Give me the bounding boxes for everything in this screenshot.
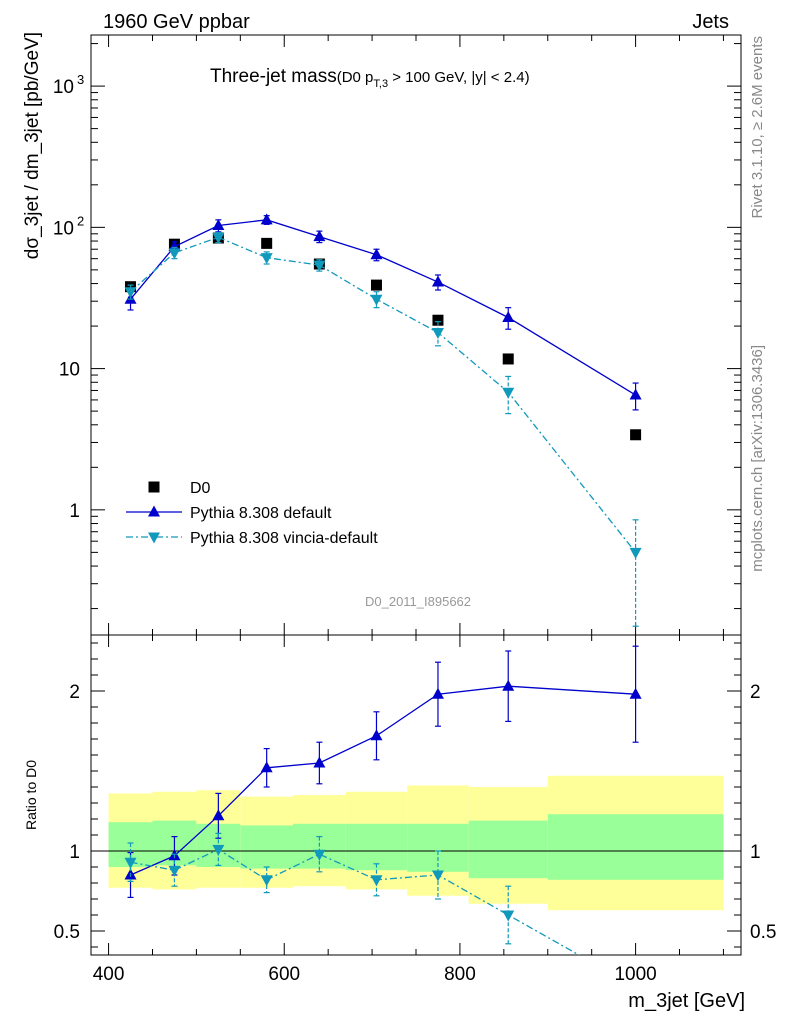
- ratio-series-1: [124, 832, 581, 955]
- title-subscript: T,3: [373, 78, 388, 90]
- stat-uncertainty-band-7: [468, 820, 548, 879]
- main-y-tick-label: 10: [53, 77, 74, 98]
- main-plot-frame: [90, 34, 742, 636]
- ratio-data-point: [502, 910, 515, 922]
- legend-entry-1: Pythia 8.308 default: [126, 505, 332, 522]
- x-tick-label: 400: [93, 964, 125, 985]
- ratio-data-point: [431, 687, 444, 699]
- main-y-tick-exponent: 2: [77, 213, 84, 228]
- legend-marker: [148, 481, 160, 493]
- ratio-data-point: [212, 844, 225, 856]
- x-tick-label: 800: [444, 964, 476, 985]
- main-data-point: [313, 230, 326, 242]
- ratio-y-tick-label-right: 1: [750, 842, 761, 863]
- main-data-point: [432, 314, 444, 326]
- main-data-point: [124, 287, 137, 299]
- title-prefix: (D0 p: [337, 69, 374, 86]
- analysis-label: D0_2011_I895662: [365, 594, 471, 609]
- ratio-y-tick-label-right: 2: [750, 682, 761, 703]
- data-series: [124, 213, 642, 955]
- legend-label: D0: [190, 480, 211, 497]
- main-data-point: [260, 253, 273, 265]
- ratio-y-axis-label: Ratio to D0: [23, 760, 39, 830]
- plot-title: Three-jet mass(D0 pT,3 > 100 GeV, |y| < …: [210, 66, 530, 90]
- legend-marker: [148, 505, 160, 517]
- title-suffix: > 100 GeV, |y| < 2.4): [388, 69, 530, 86]
- x-tick-label: 600: [268, 964, 300, 985]
- ratio-data-point: [370, 729, 383, 741]
- main-y-tick-exponent: 3: [77, 72, 84, 87]
- main-data-point: [502, 353, 514, 365]
- main-data-point: [370, 279, 382, 291]
- x-axis-label: m_3jet [GeV]: [628, 990, 745, 1012]
- legend-marker: [148, 532, 160, 544]
- stat-uncertainty-band-3: [240, 825, 294, 869]
- legend-label: Pythia 8.308 vincia-default: [190, 530, 378, 547]
- ratio-data-point: [370, 875, 383, 887]
- ratio-data-point: [313, 849, 326, 861]
- main-y-tick-label: 1: [69, 501, 80, 522]
- stat-uncertainty-band-8: [547, 814, 724, 880]
- main-data-point: [431, 275, 444, 287]
- ratio-y-tick-label-right: 0.5: [750, 922, 776, 943]
- header-right: Jets: [692, 11, 729, 33]
- legend-entry-2: Pythia 8.308 vincia-default: [126, 530, 378, 547]
- x-tick-label: 1000: [614, 964, 656, 985]
- main-data-point: [629, 547, 642, 559]
- main-data-point: [502, 311, 515, 323]
- main-series-2: [124, 231, 642, 627]
- main-data-point: [260, 213, 273, 225]
- main-data-point: [370, 248, 383, 260]
- legend: D0 Pythia 8.308 default Pythia 8.308 vinci…: [126, 480, 378, 547]
- ratio-data-point: [313, 756, 326, 768]
- main-data-point: [261, 237, 273, 249]
- ratio-series-0: [124, 645, 642, 899]
- main-data-point: [630, 429, 642, 441]
- ratio-data-point: [212, 809, 225, 821]
- ratio-data-point: [124, 857, 137, 869]
- main-data-point: [629, 388, 642, 400]
- main-data-point: [431, 328, 444, 340]
- ratio-series-line: [130, 848, 581, 955]
- main-y-tick-label: 10: [53, 218, 74, 239]
- ratio-y-tick-label: 0.5: [54, 922, 80, 943]
- main-y-axis-label: dσ_3jet / dm_3jet [pb/GeV]: [22, 32, 43, 259]
- main-data-point: [212, 219, 225, 231]
- title-main: Three-jet mass: [210, 66, 337, 87]
- legend-entry-0: D0: [148, 480, 211, 497]
- main-series-1: [124, 213, 642, 411]
- ratio-y-tick-label: 2: [69, 682, 80, 703]
- rivet-label: Rivet 3.1.10, ≥ 2.6M events: [749, 36, 766, 219]
- header-left: 1960 GeV ppbar: [103, 11, 250, 33]
- main-data-point: [212, 232, 225, 244]
- ratio-data-point: [629, 687, 642, 699]
- ratio-data-point: [431, 870, 444, 882]
- legend-label: Pythia 8.308 default: [190, 505, 332, 522]
- mcplots-label: mcplots.cern.ch [arXiv:1306.3436]: [749, 345, 766, 572]
- main-data-point: [168, 248, 181, 260]
- main-data-point: [370, 294, 383, 306]
- main-data-point: [502, 387, 515, 399]
- ratio-data-point: [502, 679, 515, 691]
- stat-uncertainty-band-5: [345, 823, 408, 871]
- main-y-tick-label: 10: [59, 360, 80, 381]
- main-data-point: [313, 260, 326, 272]
- ratio-data-point: [260, 761, 273, 773]
- ratio-data-point: [260, 875, 273, 887]
- main-series-0: [125, 232, 642, 441]
- ratio-y-tick-label: 1: [69, 842, 80, 863]
- ratio-data-point: [168, 865, 181, 877]
- main-series-line: [130, 219, 636, 396]
